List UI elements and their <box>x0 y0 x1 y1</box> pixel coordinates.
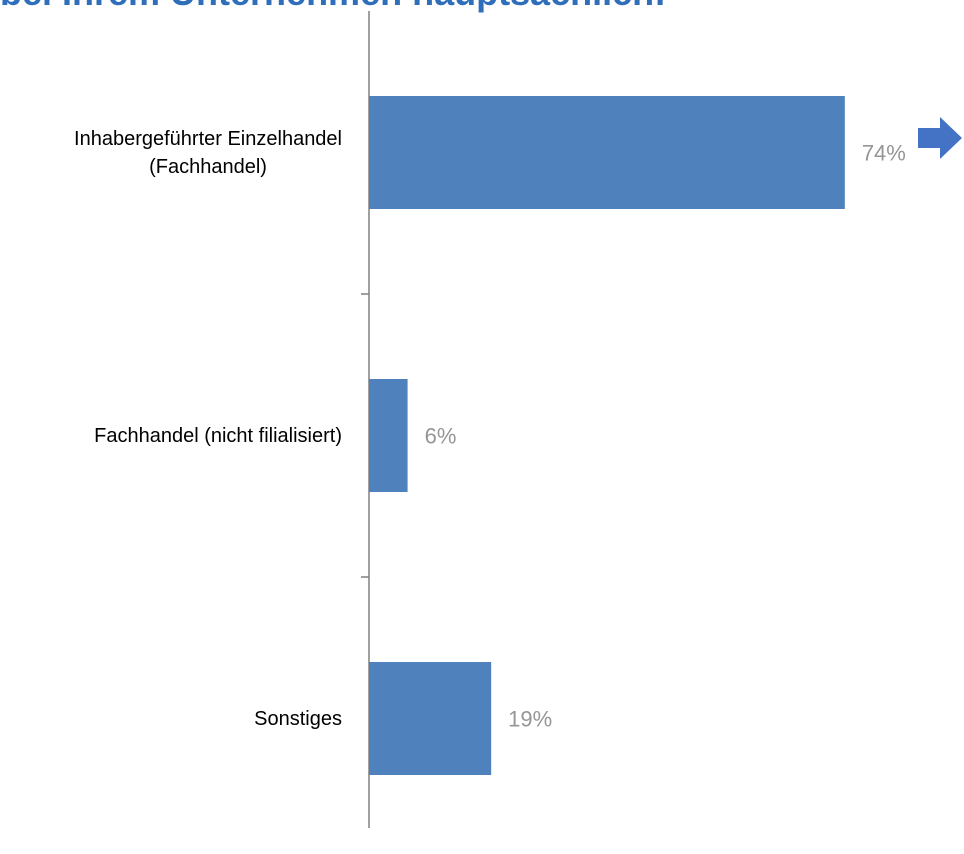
category-label: Sonstiges <box>254 707 342 730</box>
bar <box>369 379 408 492</box>
category-label: Fachhandel (nicht filialisiert) <box>94 424 342 447</box>
value-label: 74% <box>862 141 906 166</box>
bar <box>369 662 492 775</box>
chart-title: bei Ihrem Unternehmen hauptsächlich: <box>0 0 666 13</box>
category-label: Inhabergeführter Einzelhandel (Fachhande… <box>74 127 342 178</box>
value-label: 6% <box>425 424 457 449</box>
value-label: 19% <box>508 707 552 732</box>
bar <box>369 96 845 209</box>
arrow-icon <box>918 117 962 159</box>
